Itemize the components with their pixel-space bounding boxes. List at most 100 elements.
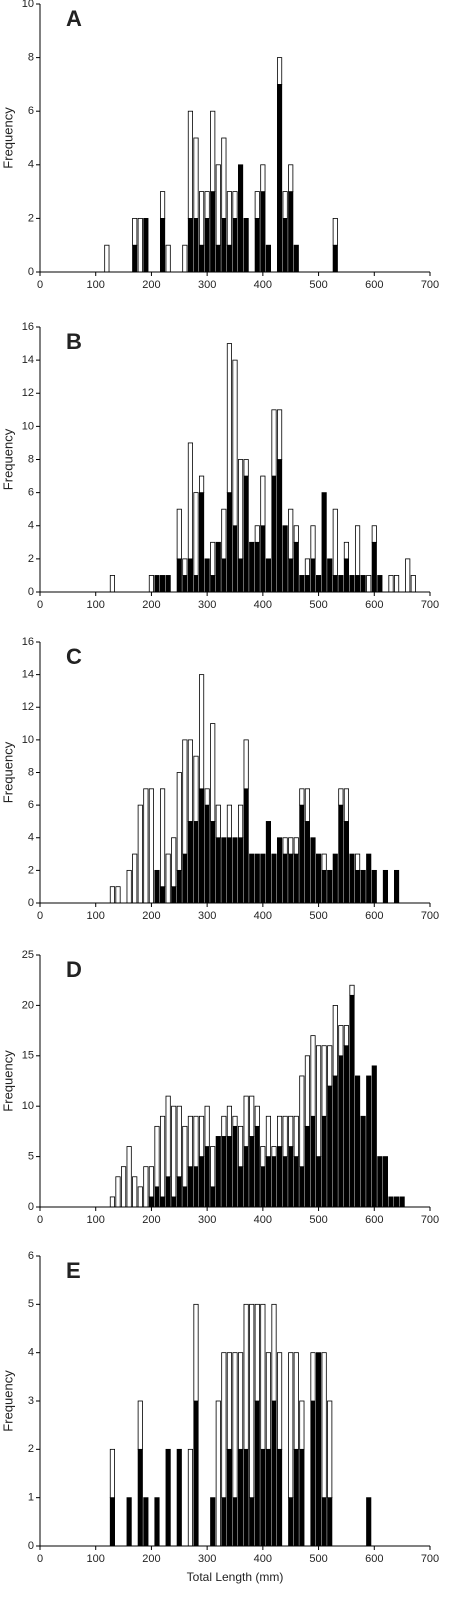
bar-segment [132,853,138,904]
bar-segment [237,1448,244,1547]
bar-segment [276,837,283,904]
bar-segment [377,1156,383,1208]
x-tick-label: 500 [309,1214,327,1226]
bar-segment [221,1115,227,1137]
bar-segment [299,788,305,806]
bar-segment [382,869,389,904]
bar-segment [338,1025,344,1057]
bar-segment [249,1303,255,1499]
y-tick-label: 0 [28,586,34,598]
bar-segment [332,244,338,273]
x-tick-label: 500 [309,910,327,922]
bar-segment [249,1095,255,1137]
bar-segment [232,525,238,593]
bar-segment [226,1448,233,1547]
bar-segment [204,217,210,273]
x-tick-label: 200 [142,1553,160,1565]
bar-segment [215,244,221,273]
y-tick-label: 8 [28,52,34,64]
bar-segment [393,1196,400,1208]
bar-segment [137,1400,143,1450]
bar-segment [360,869,366,904]
bar-segment [260,853,266,904]
bar-segment [410,575,416,593]
bar-segment [182,558,188,576]
bar-segment [226,1105,233,1137]
bar-segment [243,217,249,273]
bar-segment [327,1085,333,1208]
bar-segment [198,191,205,246]
bar-segment [260,191,266,273]
bar-segment [332,1005,338,1077]
bar-segment [315,1352,322,1547]
bar-segment [288,558,294,593]
y-tick-label: 0 [28,1201,34,1213]
x-tick-label: 200 [142,279,160,291]
bar-segment [109,886,116,904]
bar-segment [276,57,283,85]
bar-segment [215,837,221,904]
bar-segment [321,1352,327,1499]
bar-segment [315,853,322,904]
bar-segment [299,804,305,904]
bar-segment [388,575,394,593]
bar-segment [249,541,255,593]
bar-segment [182,1186,188,1208]
bar-segment [371,525,377,543]
bar-segment [321,492,327,593]
bar-segment [154,1186,160,1208]
bar-segment [265,1448,272,1547]
bar-segment [388,1196,394,1208]
bar-segment [221,558,227,593]
bar-segment [159,1196,166,1208]
bar-segment [159,788,166,888]
y-tick-label: 4 [28,1347,34,1359]
x-tick-label: 100 [87,1214,105,1226]
bar-segment [293,525,299,543]
bar-segment [198,244,205,273]
bar-segment [182,1125,188,1188]
panel: 0 1 2 3 4 5 6 0 100 200 300 400 500 600 700 E Frequency T… [0,1250,439,1584]
bar-segment [232,191,238,219]
bar-segment [288,837,294,855]
bar-segment [193,217,199,273]
bar-segment [265,1115,272,1158]
x-axis-label: Total Length (mm) [187,1570,284,1584]
bar-segment [237,558,244,593]
y-tick-label: 10 [22,1100,34,1112]
bar-segment [243,1303,249,1450]
bar-segment [405,558,411,593]
bar-segment [332,1075,338,1208]
bar-segment [293,853,299,904]
x-tick-label: 0 [37,599,43,611]
bar-segment [354,575,361,593]
bar-segment [187,558,194,593]
bar-segment [148,1196,155,1208]
bar-segment [159,886,166,904]
bar-segment [226,343,233,494]
bar-segment [282,525,288,593]
bar-segment [126,1146,132,1208]
bar-segment [165,1095,171,1178]
bar-segment [126,869,132,904]
bar-segment [260,1448,266,1547]
y-tick-label: 2 [28,864,34,876]
bar-segment [198,674,205,790]
bar-segment [210,110,216,192]
bar-segment [271,853,277,904]
bar-segment [293,541,299,593]
bar-segment [221,137,227,219]
bar-segment [254,541,260,593]
bar-segment [315,1156,322,1208]
bar-segment [187,739,194,822]
bar-segment [237,164,244,273]
y-tick-label: 25 [22,949,34,961]
y-tick-label: 8 [28,766,34,778]
bar-segment [171,1196,177,1208]
bar-segment [260,1303,266,1450]
bar-segment [321,1115,327,1208]
bar-segment [271,1400,277,1547]
bar-segment [182,244,188,273]
x-tick-label: 500 [309,599,327,611]
